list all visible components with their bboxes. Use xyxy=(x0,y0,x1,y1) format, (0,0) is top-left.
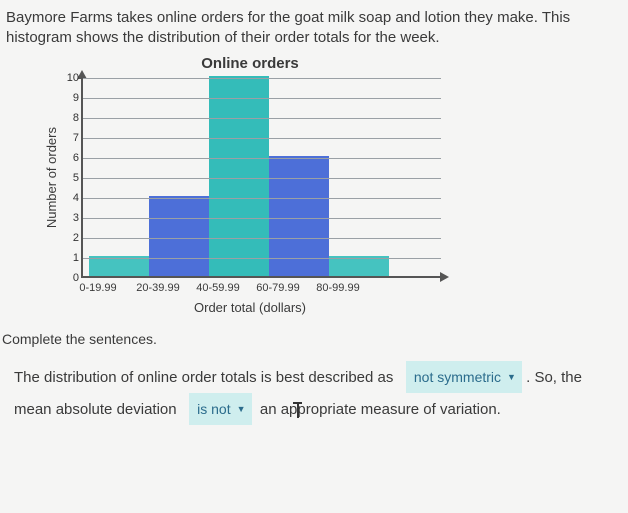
y-tick-label: 10 xyxy=(61,72,79,84)
y-tick-label: 6 xyxy=(61,152,79,164)
y-tick-label: 3 xyxy=(61,212,79,224)
grid-line xyxy=(83,198,441,199)
sentence-text: mean absolute deviation xyxy=(14,401,177,418)
chevron-down-icon: ▼ xyxy=(237,400,246,418)
dropdown-value: not symmetric xyxy=(414,363,501,391)
y-tick-label: 8 xyxy=(61,112,79,124)
histogram-bar xyxy=(89,256,149,276)
x-axis-arrow-icon xyxy=(440,272,449,282)
chart-title: Online orders xyxy=(40,55,460,72)
chevron-down-icon: ▼ xyxy=(507,368,516,386)
histogram-bar xyxy=(149,196,209,276)
grid-line xyxy=(83,178,441,179)
y-tick-label: 2 xyxy=(61,232,79,244)
y-tick-label: 4 xyxy=(61,192,79,204)
x-tick-label: 60-79.99 xyxy=(248,282,308,294)
y-tick-label: 5 xyxy=(61,172,79,184)
x-axis-label: Order total (dollars) xyxy=(40,300,460,315)
problem-intro: Baymore Farms takes online orders for th… xyxy=(0,8,618,49)
histogram-bar xyxy=(209,76,269,276)
x-tick-label: 20-39.99 xyxy=(128,282,188,294)
dropdown-value: is not xyxy=(197,395,230,423)
histogram-bar xyxy=(329,256,389,276)
grid-line xyxy=(83,118,441,119)
grid-line xyxy=(83,78,441,79)
dropdown-isnot[interactable]: is not ▼ xyxy=(189,393,251,425)
y-axis-label: Number of orders xyxy=(40,127,59,228)
fill-sentence: The distribution of online order totals … xyxy=(0,361,618,425)
grid-line xyxy=(83,258,441,259)
bars-group xyxy=(89,76,389,276)
y-tick-label: 1 xyxy=(61,252,79,264)
y-tick-label: 0 xyxy=(61,272,79,284)
sentence-text: . So, the xyxy=(526,369,582,386)
y-tick-label: 9 xyxy=(61,92,79,104)
grid-line xyxy=(83,218,441,219)
histogram-chart: Online orders Number of orders 012345678… xyxy=(40,55,460,315)
plot-area: 012345678910 xyxy=(81,78,441,278)
grid-line xyxy=(83,98,441,99)
y-tick-label: 7 xyxy=(61,132,79,144)
grid-line xyxy=(83,138,441,139)
complete-prompt: Complete the sentences. xyxy=(0,331,618,347)
x-tick-label: 40-59.99 xyxy=(188,282,248,294)
dropdown-symmetry[interactable]: not symmetric ▼ xyxy=(406,361,522,393)
sentence-text: The distribution of online order totals … xyxy=(14,369,393,386)
x-tick-row: 0-19.9920-39.9940-59.9960-79.9980-99.99 xyxy=(68,282,460,294)
x-tick-label: 80-99.99 xyxy=(308,282,368,294)
grid-line xyxy=(83,158,441,159)
grid-line xyxy=(83,238,441,239)
